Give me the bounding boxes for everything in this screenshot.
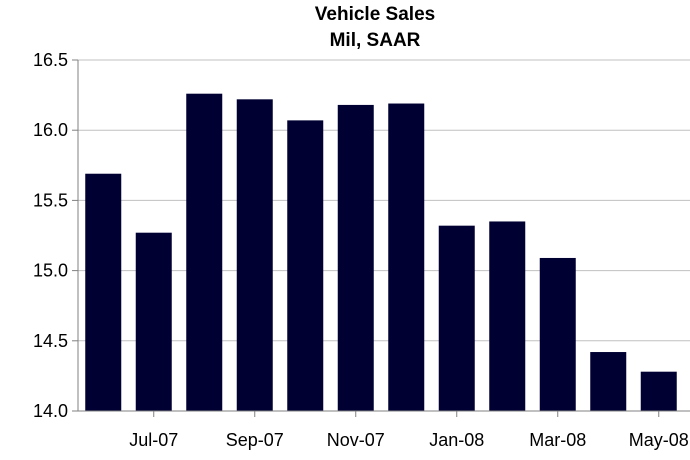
x-tick-label: Jan-08: [429, 430, 484, 450]
bar-Feb-08: [489, 221, 526, 411]
bar-Dec-07: [388, 103, 425, 412]
bar-Nov-07: [337, 104, 374, 411]
x-tick-label: Jul-07: [129, 430, 178, 450]
y-tick-label: 16.5: [33, 50, 68, 70]
chart-title: Vehicle Sales: [314, 4, 436, 25]
bar-Jul-07: [135, 232, 172, 411]
bar-Jun-07: [85, 173, 122, 411]
bar-Aug-07: [186, 93, 223, 412]
y-tick-label: 14.0: [33, 401, 68, 421]
x-tick-label: May-08: [629, 430, 689, 450]
bar-Jan-08: [438, 225, 475, 411]
y-tick-label: 15.0: [33, 261, 68, 281]
bar-Apr-08: [590, 352, 627, 411]
x-tick-label: Mar-08: [529, 430, 586, 450]
bar-Mar-08: [539, 257, 576, 411]
bar-Sep-07: [236, 99, 273, 411]
y-tick-label: 16.0: [33, 120, 68, 140]
chart-subtitle: Mil, SAAR: [329, 30, 421, 51]
y-tick-label: 14.5: [33, 331, 68, 351]
x-tick-label: Nov-07: [327, 430, 385, 450]
bar-May-08: [640, 371, 677, 411]
x-tick-label: Sep-07: [226, 430, 284, 450]
y-tick-label: 15.5: [33, 190, 68, 210]
bar-Oct-07: [287, 120, 324, 411]
